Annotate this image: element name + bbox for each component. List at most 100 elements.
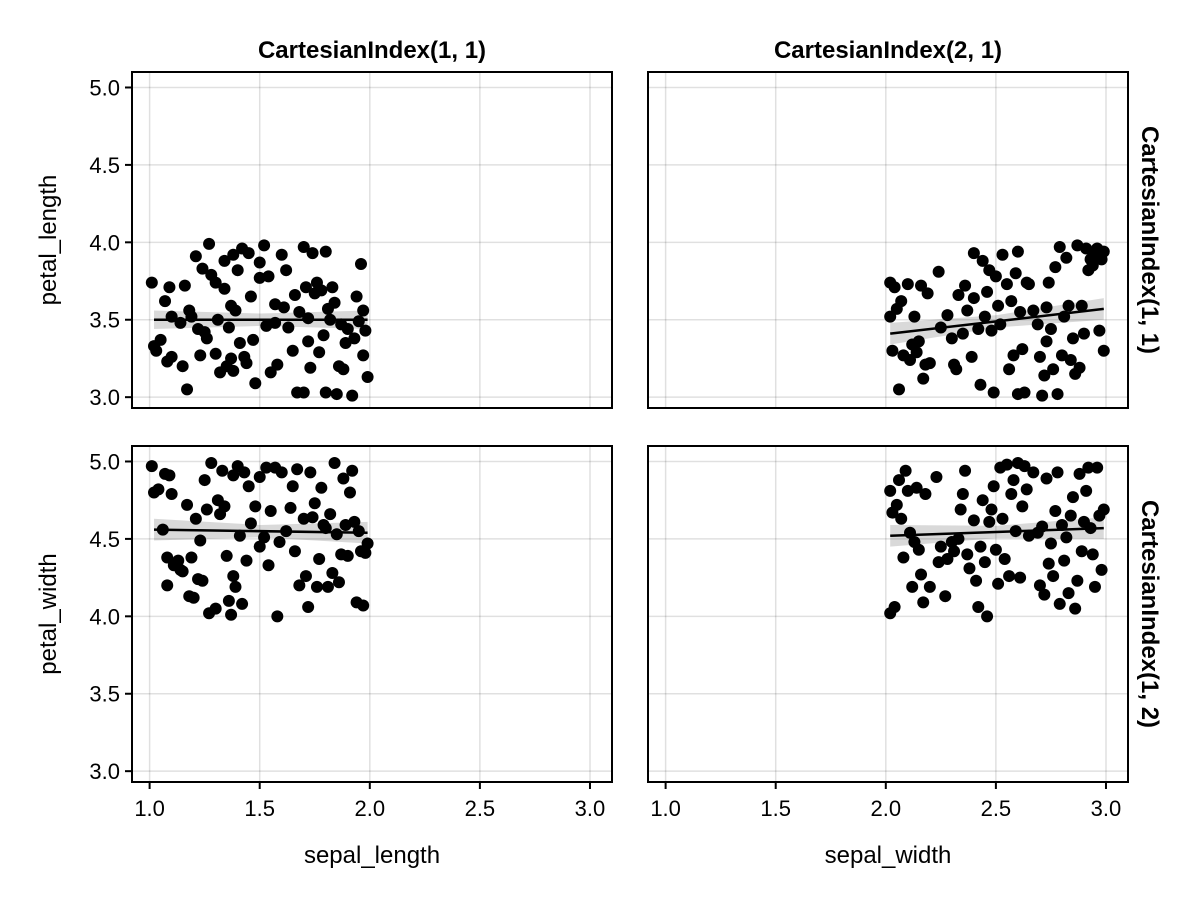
data-point	[258, 531, 271, 544]
data-point	[324, 508, 337, 521]
data-point	[249, 377, 262, 390]
data-point	[346, 389, 359, 402]
data-point	[227, 570, 240, 583]
data-point	[361, 537, 374, 550]
column-title-2: CartesianIndex(2, 1)	[774, 37, 1002, 64]
data-point	[974, 540, 987, 553]
data-point	[291, 463, 304, 476]
data-point	[346, 464, 359, 477]
y-tick-label: 5.0	[89, 449, 120, 474]
data-point	[165, 488, 178, 500]
data-point	[218, 254, 231, 267]
data-point	[888, 281, 901, 294]
x-tick-label: 3.0	[1091, 796, 1122, 821]
data-point	[187, 591, 200, 604]
data-point	[1091, 461, 1104, 474]
data-point	[945, 332, 958, 345]
data-point	[1095, 563, 1108, 576]
data-point	[1042, 557, 1055, 570]
panel-frame	[131, 445, 613, 783]
data-point	[229, 304, 242, 317]
y-tick-label: 3.5	[89, 682, 120, 707]
data-point	[978, 310, 991, 323]
data-point	[961, 548, 974, 561]
data-point	[271, 610, 284, 623]
data-point	[324, 313, 337, 326]
data-point	[1047, 363, 1060, 376]
y-tick-label: 3.0	[89, 385, 120, 410]
data-point	[1077, 327, 1090, 340]
data-point	[304, 361, 317, 374]
data-point	[893, 383, 906, 396]
data-point	[220, 549, 233, 562]
data-point	[972, 601, 985, 614]
data-point	[1003, 363, 1016, 376]
data-point	[954, 503, 967, 516]
data-point	[227, 364, 240, 377]
data-point	[280, 264, 293, 277]
data-point	[989, 270, 1002, 283]
data-point	[165, 310, 178, 323]
data-point	[229, 580, 242, 593]
data-point	[961, 304, 974, 317]
data-point	[332, 576, 345, 589]
data-point	[196, 262, 209, 275]
data-point	[359, 546, 372, 559]
data-point	[893, 474, 906, 487]
data-point	[985, 503, 998, 516]
data-point	[189, 250, 202, 263]
data-point	[249, 500, 262, 513]
data-point	[884, 484, 897, 497]
data-point	[1086, 259, 1099, 272]
data-point	[222, 594, 235, 607]
data-point	[1055, 518, 1068, 531]
data-point	[233, 529, 246, 542]
data-point	[948, 545, 961, 558]
data-point	[288, 545, 301, 558]
data-point	[361, 371, 374, 384]
data-point	[262, 270, 275, 283]
data-point	[1038, 588, 1051, 601]
data-point	[1038, 369, 1051, 382]
data-point	[154, 333, 167, 346]
data-point	[297, 386, 310, 399]
data-point	[981, 610, 994, 623]
data-point	[165, 350, 178, 363]
data-point	[343, 486, 356, 499]
data-point	[930, 470, 943, 483]
data-point	[965, 350, 978, 363]
data-point	[357, 599, 370, 612]
data-point	[972, 323, 985, 336]
data-point	[337, 363, 350, 376]
data-point	[319, 522, 332, 535]
data-point	[1082, 461, 1095, 474]
data-point	[319, 245, 332, 258]
data-point	[1097, 503, 1110, 516]
data-point	[1000, 278, 1013, 291]
data-point	[996, 248, 1009, 261]
data-point	[222, 321, 235, 334]
data-point	[306, 511, 319, 524]
data-point	[888, 601, 901, 614]
data-point	[357, 349, 370, 362]
data-point	[145, 276, 158, 289]
x-tick-label: 1.5	[244, 796, 275, 821]
data-point	[1084, 522, 1097, 535]
data-point	[1073, 467, 1086, 480]
data-point	[901, 278, 914, 291]
data-point	[352, 525, 365, 538]
data-point	[238, 466, 251, 479]
data-point	[218, 500, 231, 513]
data-point	[1033, 579, 1046, 592]
data-point	[297, 240, 310, 253]
data-point	[906, 580, 919, 593]
data-point	[328, 457, 341, 470]
data-point	[1071, 574, 1084, 587]
data-point	[950, 363, 963, 376]
data-point	[941, 309, 954, 322]
y-tick-label: 4.5	[89, 527, 120, 552]
data-point	[994, 318, 1007, 331]
data-point	[956, 327, 969, 340]
data-point	[976, 494, 989, 507]
data-point	[288, 288, 301, 301]
